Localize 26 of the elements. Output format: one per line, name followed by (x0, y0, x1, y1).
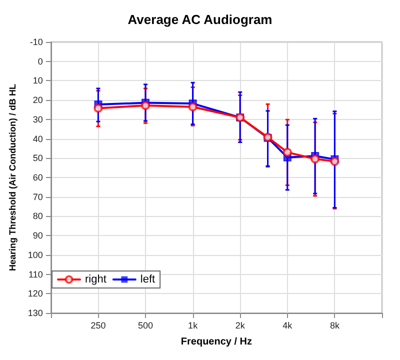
x-axis-title: Frequency / Hz (180, 336, 252, 348)
y-tick-label: 40 (32, 134, 43, 144)
x-tick-label: 8k (330, 320, 340, 330)
x-tick-label: 2k (235, 320, 246, 330)
y-tick-label: 90 (32, 230, 43, 241)
chart-title: Average AC Audiogram (128, 12, 272, 27)
y-tick-label: 100 (28, 250, 43, 260)
y-tick-label: 130 (28, 308, 43, 318)
x-tick-label: 1k (188, 320, 198, 330)
y-tick-label: 80 (32, 211, 43, 222)
y-tick-label: -10 (30, 37, 43, 47)
x-tick-label: 250 (90, 320, 106, 330)
y-tick-label: 120 (28, 288, 43, 299)
y-tick-label: 30 (32, 114, 43, 124)
y-tick-label: 60 (32, 172, 43, 182)
y-tick-label: 0 (38, 56, 43, 66)
legend-label: right (85, 274, 106, 286)
x-tick-label: 4k (282, 320, 293, 330)
y-tick-label: 10 (32, 76, 43, 86)
y-tick-label: 20 (32, 95, 43, 106)
y-axis-title: Hearing Threshold (Air Conduction) / dB HL (8, 84, 18, 271)
y-tick-label: 70 (32, 192, 43, 202)
y-tick-label: 50 (32, 153, 43, 164)
y-tick-label: 110 (28, 269, 43, 280)
x-tick-label: 500 (138, 320, 154, 330)
legend-label: left (140, 274, 156, 286)
